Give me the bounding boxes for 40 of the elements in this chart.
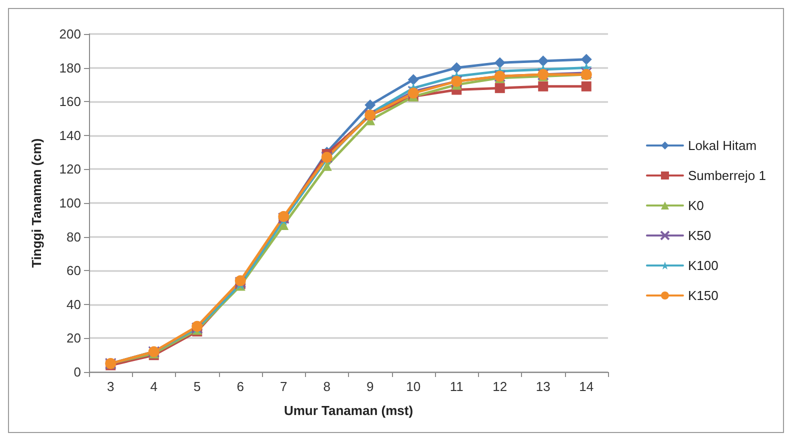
x-tick-label: 8 xyxy=(323,379,330,394)
x-tick-label: 5 xyxy=(194,379,201,394)
x-tick-label: 14 xyxy=(579,379,594,394)
y-tick-label: 20 xyxy=(66,330,81,346)
point xyxy=(581,81,592,92)
x-tick-label: 10 xyxy=(406,379,421,394)
y-tick-label: 140 xyxy=(59,128,81,143)
legend-label: K100 xyxy=(688,258,718,273)
legend-label: K150 xyxy=(688,288,718,303)
x-tick-label: 7 xyxy=(280,379,288,394)
point xyxy=(408,74,419,86)
y-axis-title: Tinggi Tanaman (cm) xyxy=(29,138,44,268)
point xyxy=(538,81,548,92)
y-tick-label: 100 xyxy=(59,196,81,210)
legend-label: K50 xyxy=(688,228,712,243)
y-tick-label: 120 xyxy=(59,162,81,177)
y-tick-label: 160 xyxy=(59,94,81,110)
point xyxy=(580,54,592,65)
x-tick-label: 11 xyxy=(450,379,464,394)
point xyxy=(494,83,505,94)
x-tick-label: 9 xyxy=(366,379,374,394)
y-tick-label: 180 xyxy=(59,60,81,76)
x-tick-label: 12 xyxy=(492,379,508,394)
y-tick-label: 200 xyxy=(59,26,81,42)
x-tick-label: 4 xyxy=(150,379,158,394)
y-tick-label: 60 xyxy=(66,263,81,278)
legend-label: K0 xyxy=(688,198,704,213)
x-tick-label: 3 xyxy=(107,379,114,394)
point xyxy=(538,56,549,67)
y-tick-label: 40 xyxy=(66,296,81,312)
legend-label: Sumberrejo 1 xyxy=(688,168,766,183)
legend-label: Lokal Hitam xyxy=(688,138,757,153)
y-tick-label: 80 xyxy=(66,229,81,244)
point xyxy=(494,57,506,68)
x-tick-label: 6 xyxy=(236,379,244,394)
point xyxy=(364,99,376,110)
x-tick-label: 13 xyxy=(536,379,550,394)
y-tick-label: 0 xyxy=(74,364,81,380)
point xyxy=(451,62,462,74)
x-axis-title: Umur Tanaman (mst) xyxy=(284,403,414,418)
